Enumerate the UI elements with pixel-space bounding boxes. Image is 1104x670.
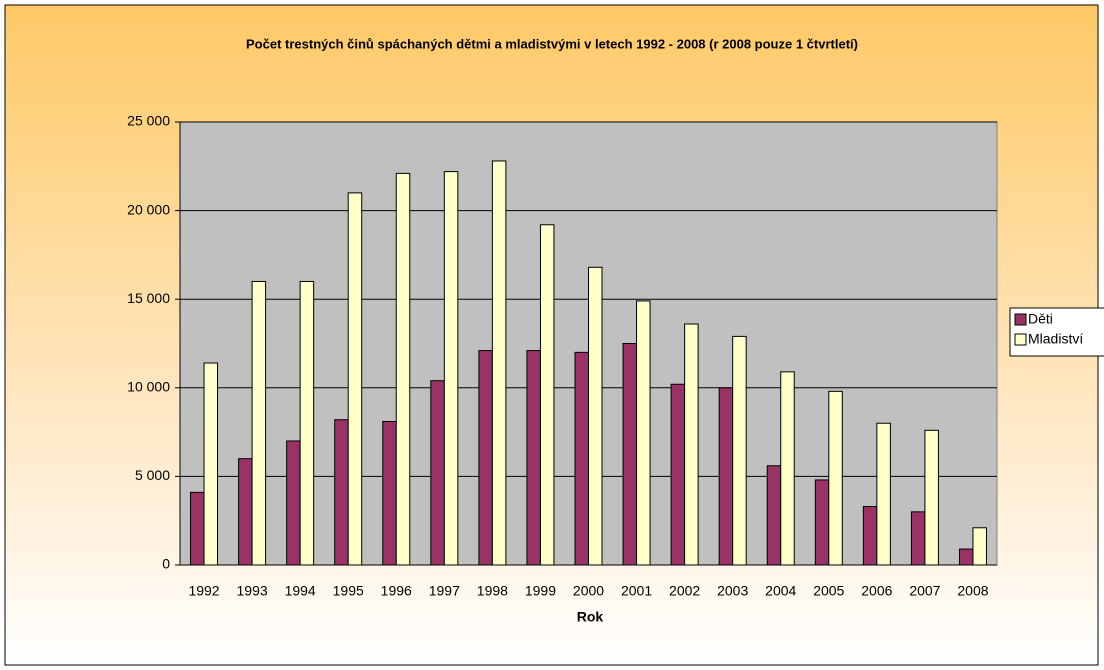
bar bbox=[238, 458, 253, 566]
bar bbox=[190, 491, 205, 566]
y-tick-label: 25 000 bbox=[127, 113, 170, 129]
legend-swatch bbox=[1014, 313, 1027, 326]
x-tick-label: 1993 bbox=[237, 583, 268, 599]
y-tick-label: 15 000 bbox=[127, 290, 170, 306]
x-tick-label: 2005 bbox=[813, 583, 844, 599]
bar bbox=[958, 548, 974, 566]
bar bbox=[478, 350, 493, 566]
x-tick-label: 1997 bbox=[429, 583, 460, 599]
x-tick-label: 2000 bbox=[573, 583, 604, 599]
y-tick-label: 10 000 bbox=[127, 379, 170, 395]
x-tick-label: 2004 bbox=[765, 583, 796, 599]
bar bbox=[430, 380, 445, 566]
bar bbox=[622, 343, 638, 566]
x-tick-label: 1992 bbox=[188, 583, 219, 599]
bar bbox=[395, 172, 411, 566]
bar bbox=[636, 300, 651, 566]
x-tick-label: 1998 bbox=[477, 583, 508, 599]
bar bbox=[862, 506, 878, 566]
x-tick-label: 2007 bbox=[909, 583, 940, 599]
bar bbox=[347, 192, 363, 566]
x-tick-label: 1994 bbox=[285, 583, 316, 599]
y-tick-label: 20 000 bbox=[127, 201, 170, 217]
x-axis-label: Rok bbox=[577, 609, 604, 625]
y-tick-label: 0 bbox=[162, 556, 170, 572]
bar bbox=[443, 171, 459, 566]
bar bbox=[910, 511, 926, 566]
bar bbox=[924, 429, 939, 566]
x-tick-label: 2002 bbox=[669, 583, 700, 599]
x-tick-label: 2003 bbox=[717, 583, 748, 599]
legend-label: Mladiství bbox=[1028, 331, 1083, 347]
bar bbox=[574, 351, 589, 566]
bar bbox=[251, 280, 267, 566]
bar bbox=[670, 383, 686, 566]
bar bbox=[491, 160, 507, 566]
bar bbox=[972, 527, 987, 566]
x-tick-label: 2006 bbox=[861, 583, 892, 599]
legend-swatch bbox=[1014, 333, 1027, 346]
bar bbox=[286, 440, 301, 566]
x-tick-label: 2001 bbox=[621, 583, 652, 599]
legend-label: Děti bbox=[1028, 311, 1053, 327]
bar bbox=[780, 371, 795, 566]
bar bbox=[382, 420, 397, 566]
bar bbox=[526, 350, 541, 566]
y-tick-label: 5 000 bbox=[135, 467, 170, 483]
bar bbox=[539, 224, 555, 566]
x-tick-label: 1995 bbox=[333, 583, 364, 599]
bar bbox=[684, 323, 699, 566]
bar bbox=[828, 390, 843, 566]
bar bbox=[588, 266, 603, 566]
bar bbox=[766, 465, 782, 566]
bar bbox=[203, 362, 219, 566]
bar bbox=[814, 479, 830, 566]
chart-title: Počet trestných činů spáchaných dětmi a … bbox=[246, 36, 858, 51]
bar bbox=[876, 422, 891, 566]
bar bbox=[732, 335, 747, 566]
bar bbox=[299, 280, 315, 566]
x-tick-label: 2008 bbox=[957, 583, 988, 599]
bar bbox=[718, 387, 734, 566]
bar bbox=[334, 419, 349, 566]
x-tick-label: 1999 bbox=[525, 583, 556, 599]
x-tick-label: 1996 bbox=[381, 583, 412, 599]
